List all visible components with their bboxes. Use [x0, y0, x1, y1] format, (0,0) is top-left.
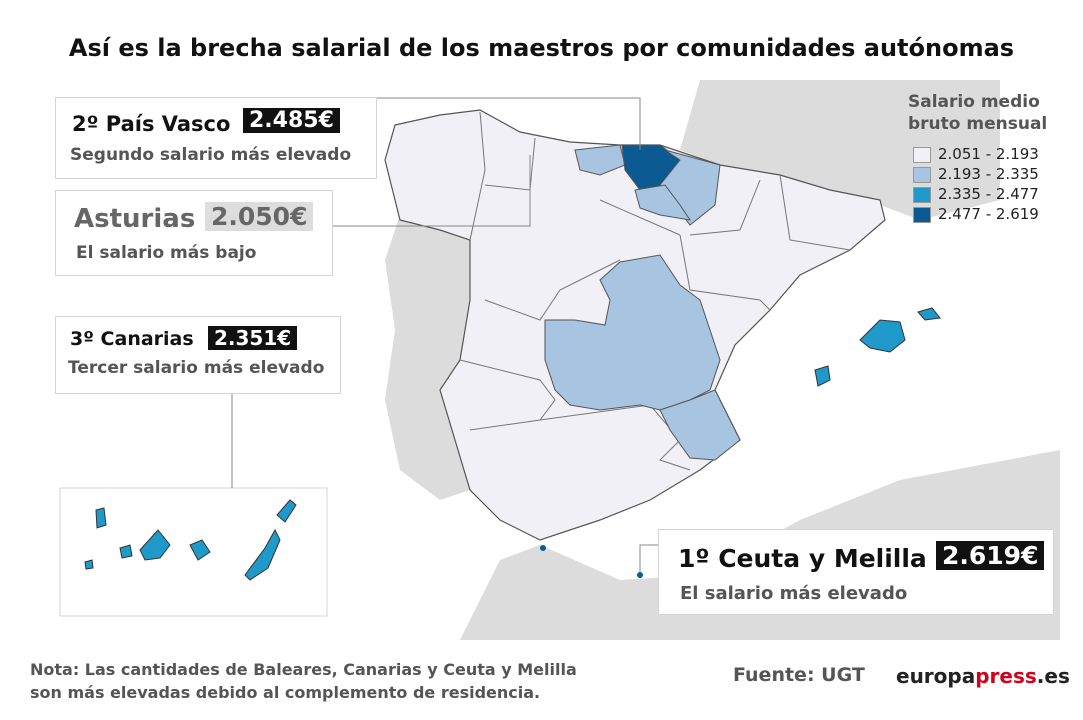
menorca: [917, 307, 941, 321]
legend-swatch: [913, 147, 931, 163]
source: Fuente: UGT: [733, 664, 865, 686]
portugal: [385, 215, 470, 500]
callout-label: Asturias: [74, 204, 196, 234]
legend-label: 2.477 - 2.619: [938, 205, 1039, 223]
legend-label: 2.051 - 2.193: [938, 145, 1039, 163]
castilla-la-mancha: [544, 254, 721, 411]
brand-main: europa: [896, 664, 976, 688]
callout-label: 1º Ceuta y Melilla: [678, 544, 927, 573]
la-rioja: [634, 184, 692, 221]
brand-accent: press: [975, 664, 1037, 688]
ceuta: [540, 545, 546, 551]
cantabria: [574, 144, 626, 176]
legend-swatch: [913, 167, 931, 183]
callout-label: 3º Canarias: [70, 328, 194, 350]
france: [680, 80, 1000, 220]
mallorca: [859, 319, 906, 353]
legend-swatch: [913, 187, 931, 203]
callout-subtitle: Tercer salario más elevado: [68, 358, 325, 378]
legend-title: Salario medio: [908, 92, 1040, 112]
title: Así es la brecha salarial de los maestro…: [68, 34, 1015, 62]
note: Nota: Las cantidades de Baleares, Canari…: [30, 660, 577, 679]
brand: europapress.es: [896, 664, 1070, 688]
legend-title: bruto mensual: [908, 114, 1048, 134]
callout-subtitle: El salario más elevado: [680, 583, 908, 604]
note: son más elevadas debido al complemento d…: [30, 683, 541, 702]
legend-label: 2.335 - 2.477: [938, 185, 1039, 203]
melilla: [637, 572, 643, 578]
callout-value: 2.619€: [936, 541, 1045, 570]
callout-value: 2.050€: [205, 202, 314, 231]
legend-label: 2.193 - 2.335: [938, 165, 1039, 183]
ibiza: [814, 365, 831, 387]
murcia: [659, 389, 741, 461]
legend-swatch: [913, 207, 931, 223]
callout-value: 2.485€: [243, 108, 340, 133]
connectors: [231, 97, 658, 572]
callout-subtitle: El salario más bajo: [76, 243, 257, 263]
brand-suffix: .es: [1036, 664, 1070, 688]
callout-value: 2.351€: [208, 326, 298, 350]
callout-label: 2º País Vasco: [72, 112, 231, 136]
callout-subtitle: Segundo salario más elevado: [70, 145, 352, 165]
canary-islands: [84, 499, 297, 581]
